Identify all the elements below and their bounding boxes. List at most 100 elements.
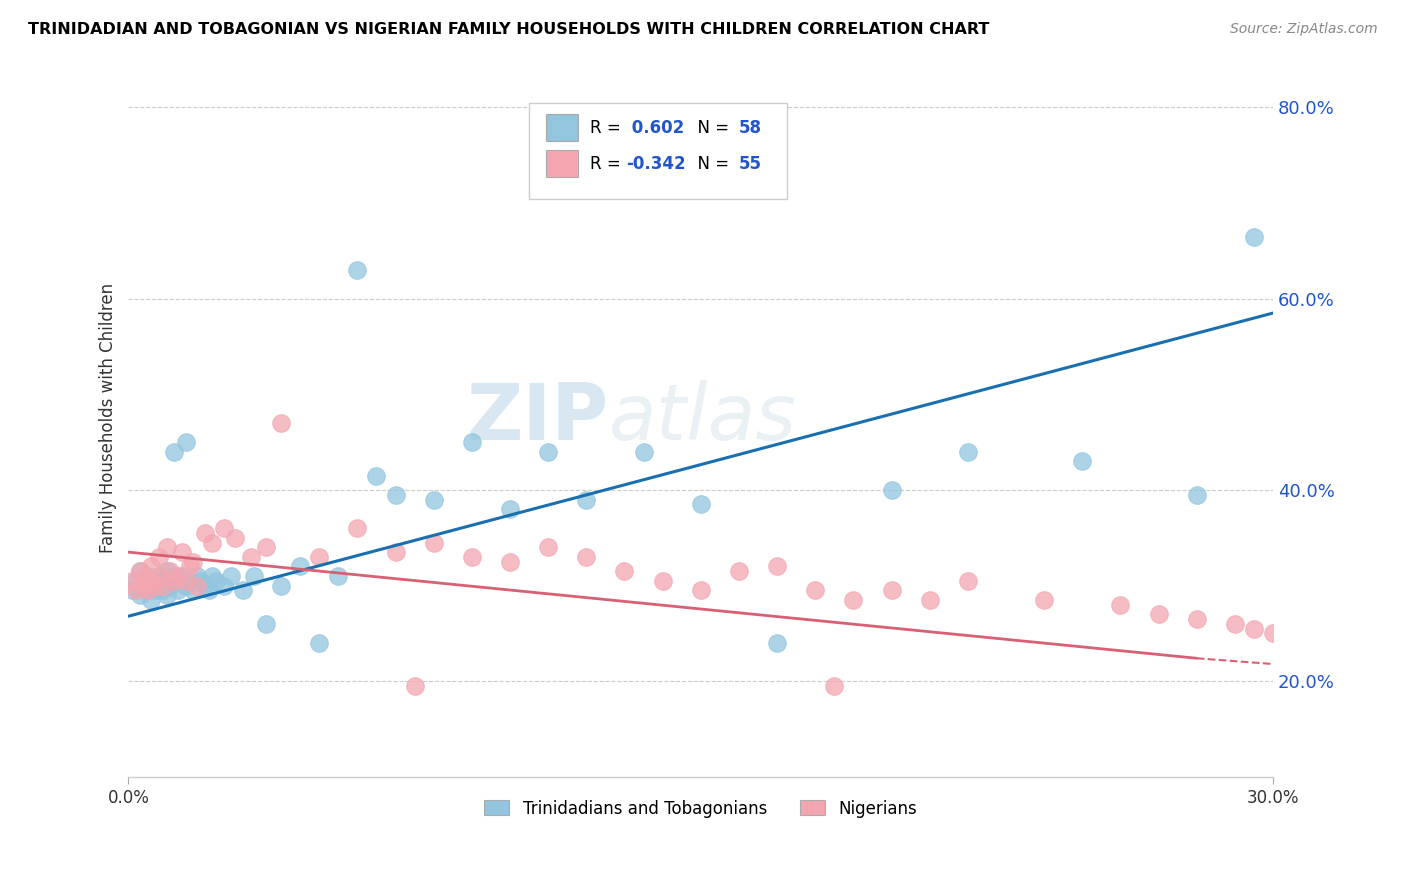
Point — [461, 435, 484, 450]
Point — [1185, 488, 1208, 502]
Point — [129, 588, 152, 602]
Point — [308, 549, 330, 564]
Point — [141, 559, 163, 574]
Point — [254, 541, 277, 555]
Point — [174, 435, 197, 450]
Point — [121, 583, 143, 598]
FancyBboxPatch shape — [547, 114, 578, 141]
Point — [422, 492, 444, 507]
Point — [170, 545, 193, 559]
Point — [132, 569, 155, 583]
Point — [1071, 454, 1094, 468]
Text: -0.342: -0.342 — [626, 154, 686, 173]
Point — [136, 583, 159, 598]
Point — [186, 569, 208, 583]
Point — [186, 578, 208, 592]
Point — [728, 564, 751, 578]
Point — [404, 679, 426, 693]
Point — [956, 574, 979, 588]
Point — [163, 444, 186, 458]
Point — [143, 583, 166, 598]
Point — [823, 679, 845, 693]
Point — [132, 578, 155, 592]
Point — [1243, 622, 1265, 636]
Point — [1223, 616, 1246, 631]
Point — [159, 564, 181, 578]
Point — [148, 578, 170, 592]
Point — [174, 578, 197, 592]
Point — [499, 555, 522, 569]
Text: N =: N = — [688, 154, 734, 173]
Point — [366, 468, 388, 483]
Text: R =: R = — [589, 154, 626, 173]
Point — [152, 583, 174, 598]
Point — [163, 574, 186, 588]
Text: N =: N = — [688, 119, 734, 136]
Point — [1147, 607, 1170, 622]
Point — [159, 578, 181, 592]
Point — [143, 578, 166, 592]
Point — [183, 583, 205, 598]
Point — [243, 569, 266, 583]
Point — [143, 578, 166, 592]
Point — [766, 636, 789, 650]
Point — [384, 488, 406, 502]
Point — [136, 569, 159, 583]
Point — [129, 564, 152, 578]
Point — [141, 574, 163, 588]
Point — [201, 569, 224, 583]
Point — [163, 569, 186, 583]
Point — [575, 492, 598, 507]
Point — [148, 569, 170, 583]
Point — [132, 578, 155, 592]
Point — [179, 559, 201, 574]
Point — [125, 583, 148, 598]
Point — [152, 578, 174, 592]
Point — [270, 416, 292, 430]
Point — [141, 574, 163, 588]
Point — [156, 564, 179, 578]
Point — [1243, 229, 1265, 244]
Point — [346, 263, 368, 277]
Y-axis label: Family Households with Children: Family Households with Children — [100, 283, 117, 553]
Text: 58: 58 — [738, 119, 762, 136]
Point — [613, 564, 636, 578]
Point — [499, 502, 522, 516]
Point — [1185, 612, 1208, 626]
Point — [183, 555, 205, 569]
Point — [167, 569, 190, 583]
Text: 0.602: 0.602 — [626, 119, 685, 136]
Point — [384, 545, 406, 559]
Point — [197, 583, 219, 598]
Point — [152, 574, 174, 588]
Point — [156, 588, 179, 602]
Point — [308, 636, 330, 650]
Point — [328, 569, 350, 583]
Point — [224, 531, 246, 545]
Point — [575, 549, 598, 564]
Point — [179, 574, 201, 588]
Point — [651, 574, 673, 588]
Text: Source: ZipAtlas.com: Source: ZipAtlas.com — [1230, 22, 1378, 37]
Point — [232, 583, 254, 598]
Point — [880, 483, 903, 497]
Point — [148, 549, 170, 564]
Point — [842, 593, 865, 607]
Point — [254, 616, 277, 631]
Point — [221, 569, 243, 583]
Point — [880, 583, 903, 598]
Point — [212, 521, 235, 535]
Text: ZIP: ZIP — [467, 380, 609, 456]
Point — [121, 574, 143, 588]
Point — [537, 541, 560, 555]
Point — [141, 593, 163, 607]
Point — [125, 574, 148, 588]
Point — [956, 444, 979, 458]
Point — [170, 569, 193, 583]
Point — [159, 574, 181, 588]
Point — [129, 564, 152, 578]
Point — [1261, 626, 1284, 640]
Point — [136, 583, 159, 598]
Point — [148, 569, 170, 583]
Point — [190, 574, 212, 588]
